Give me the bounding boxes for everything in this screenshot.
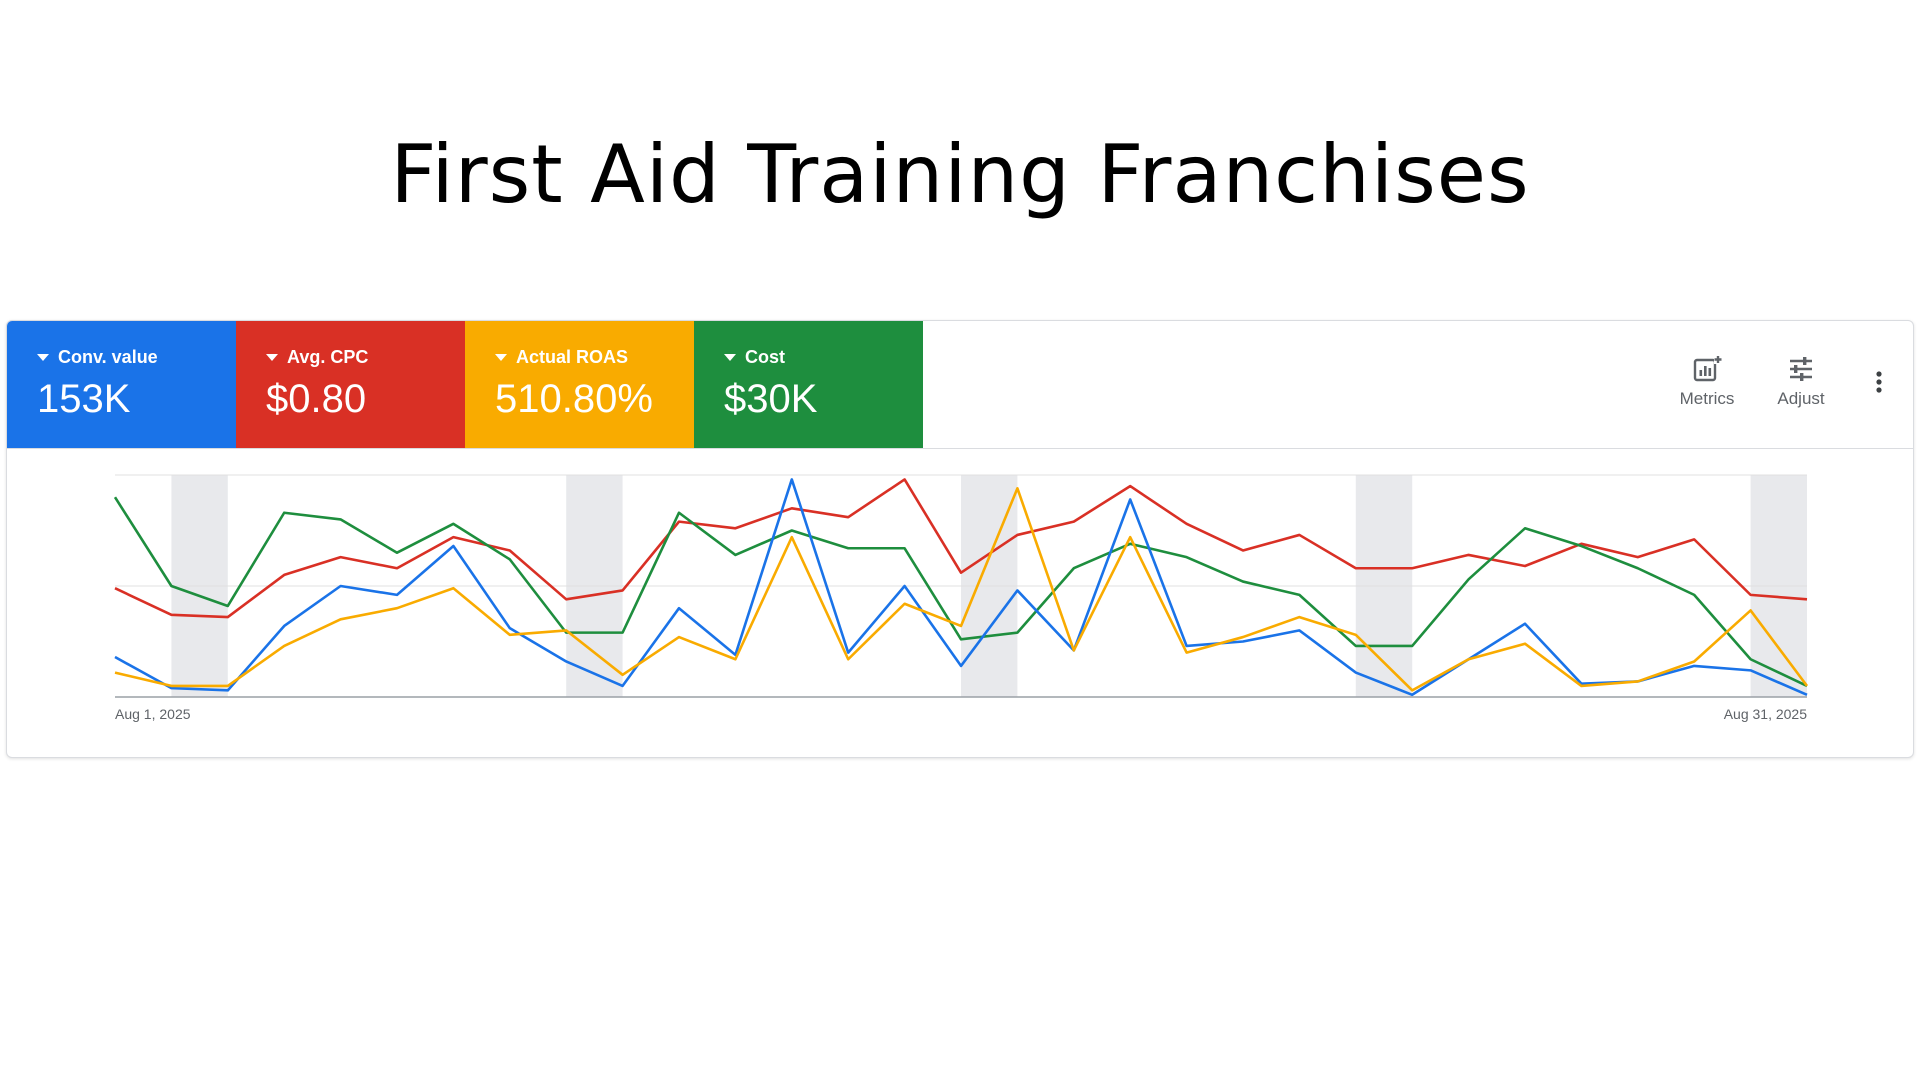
series-line-1 bbox=[113, 496, 1808, 688]
tile-header: Conv. value bbox=[37, 347, 158, 368]
metrics-icon bbox=[1693, 355, 1722, 382]
tile-value: 153K bbox=[37, 377, 131, 421]
series-lines bbox=[113, 478, 1809, 697]
tile-header: Avg. CPC bbox=[266, 347, 368, 368]
tile-label: Cost bbox=[745, 347, 785, 367]
caret-down-icon bbox=[266, 354, 278, 361]
caret-down-icon bbox=[37, 354, 49, 361]
more-options-button[interactable] bbox=[1867, 367, 1891, 397]
tile-conv-value[interactable]: Conv. value 153K bbox=[7, 321, 236, 448]
metrics-button[interactable]: Metrics bbox=[1662, 355, 1752, 409]
series-line-3 bbox=[114, 487, 1809, 692]
tile-avg-cpc[interactable]: Avg. CPC $0.80 bbox=[236, 321, 465, 448]
line-chart: Aug 1, 2025 Aug 31, 2025 bbox=[113, 474, 1809, 722]
tile-value: $30K bbox=[724, 377, 818, 421]
tile-value: 510.80% bbox=[495, 377, 653, 421]
tile-label: Actual ROAS bbox=[516, 347, 629, 367]
more-vert-icon bbox=[1876, 371, 1882, 393]
tile-label: Conv. value bbox=[58, 347, 158, 367]
performance-card: Conv. value 153K Avg. CPC $0.80 Actual R… bbox=[6, 320, 1914, 758]
adjust-label: Adjust bbox=[1777, 389, 1825, 408]
tile-actual-roas[interactable]: Actual ROAS 510.80% bbox=[465, 321, 694, 448]
x-axis-start-label: Aug 1, 2025 bbox=[115, 706, 191, 722]
caret-down-icon bbox=[495, 354, 507, 361]
tile-header: Cost bbox=[724, 347, 785, 368]
adjust-icon bbox=[1790, 357, 1812, 381]
metric-tiles: Conv. value 153K Avg. CPC $0.80 Actual R… bbox=[7, 321, 923, 448]
tile-header: Actual ROAS bbox=[495, 347, 628, 368]
series-line-0 bbox=[114, 478, 1808, 619]
tile-label: Avg. CPC bbox=[287, 347, 369, 367]
header-divider bbox=[7, 448, 1913, 449]
page-title: First Aid Training Franchises bbox=[390, 128, 1530, 221]
caret-down-icon bbox=[724, 354, 736, 361]
gridlines bbox=[115, 474, 1807, 698]
adjust-button[interactable]: Adjust bbox=[1756, 355, 1846, 409]
metrics-label: Metrics bbox=[1679, 389, 1735, 408]
tile-cost[interactable]: Cost $30K bbox=[694, 321, 923, 448]
series-line-2 bbox=[114, 478, 1808, 697]
tile-value: $0.80 bbox=[266, 377, 367, 421]
x-axis-end-label: Aug 31, 2025 bbox=[1724, 706, 1808, 722]
